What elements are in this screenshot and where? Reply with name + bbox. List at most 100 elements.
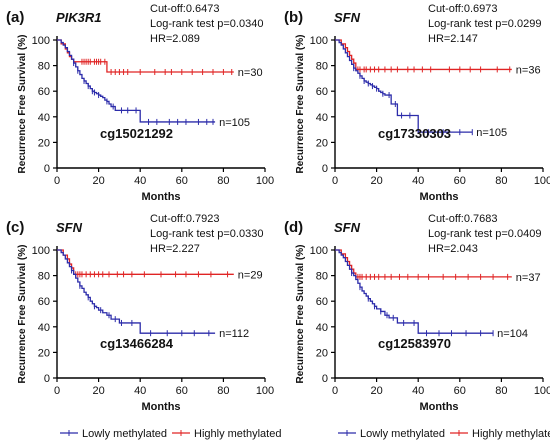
gene-name: SFN xyxy=(56,220,83,235)
y-tick-label: 80 xyxy=(38,271,50,283)
x-tick-label: 0 xyxy=(54,385,60,397)
gene-name: SFN xyxy=(334,10,361,25)
stat-line: Cut-off:0.7683 xyxy=(428,213,498,225)
stat-line: Log-rank test p=0.0409 xyxy=(428,228,541,240)
y-tick-label: 60 xyxy=(38,296,50,308)
km-curve-high xyxy=(335,249,512,278)
y-axis-title: Recurrence Free Survival (%) xyxy=(295,35,306,174)
panel-label: (a) xyxy=(6,9,24,26)
y-tick-label: 80 xyxy=(316,61,328,73)
stat-line: Log-rank test p=0.0299 xyxy=(428,18,541,30)
panel-label: (d) xyxy=(284,219,303,236)
stat-line: Cut-off:0.7923 xyxy=(150,213,220,225)
panel-label: (b) xyxy=(284,9,303,26)
x-tick-label: 80 xyxy=(217,385,229,397)
km-curve-high xyxy=(57,39,234,73)
y-axis-title: Recurrence Free Survival (%) xyxy=(17,245,28,384)
y-tick-label: 20 xyxy=(38,347,50,359)
y-tick-label: 100 xyxy=(310,245,328,257)
y-tick-label: 20 xyxy=(316,137,328,149)
y-tick-label: 40 xyxy=(316,322,328,334)
stat-line: HR=2.227 xyxy=(150,243,200,255)
x-tick-label: 40 xyxy=(412,385,424,397)
stat-line: Cut-off:0.6473 xyxy=(150,3,220,15)
x-tick-label: 60 xyxy=(454,385,466,397)
x-tick-label: 40 xyxy=(134,385,146,397)
stat-line: HR=2.147 xyxy=(428,33,478,45)
x-tick-label: 60 xyxy=(176,385,188,397)
y-axis-title: Recurrence Free Survival (%) xyxy=(17,35,28,174)
probe-id: cg13466284 xyxy=(100,336,174,351)
y-tick-label: 100 xyxy=(310,35,328,47)
y-tick-label: 20 xyxy=(38,137,50,149)
x-tick-label: 80 xyxy=(495,175,507,187)
y-tick-label: 80 xyxy=(38,61,50,73)
y-tick-label: 40 xyxy=(38,112,50,124)
x-tick-label: 20 xyxy=(370,175,382,187)
legend-label-high: Highly methylated xyxy=(472,428,550,440)
y-tick-label: 40 xyxy=(38,322,50,334)
km-curve-high xyxy=(335,39,512,71)
probe-id: cg15021292 xyxy=(100,126,173,141)
gene-name: SFN xyxy=(334,220,361,235)
km-curve-low xyxy=(57,249,216,334)
x-tick-label: 100 xyxy=(256,385,274,397)
y-tick-label: 0 xyxy=(44,373,50,385)
y-tick-label: 80 xyxy=(316,271,328,283)
x-tick-label: 80 xyxy=(495,385,507,397)
probe-id: cg17330303 xyxy=(378,126,451,141)
x-axis-title: Months xyxy=(141,191,180,203)
legend-label-low: Lowly methylated xyxy=(360,428,445,440)
legend-label-high: Highly methylated xyxy=(194,428,281,440)
x-tick-label: 0 xyxy=(54,175,60,187)
stat-line: Log-rank test p=0.0330 xyxy=(150,228,263,240)
y-tick-label: 40 xyxy=(316,112,328,124)
probe-id: cg12583970 xyxy=(378,336,451,351)
n-label-low: n=105 xyxy=(219,117,250,129)
panel-label: (c) xyxy=(6,219,24,236)
km-curve-low xyxy=(335,39,473,133)
n-label-high: n=37 xyxy=(516,272,541,284)
km-panel-2: (c) SFN Cut-off:0.7923 Log-rank test p=0.03… xyxy=(6,213,274,413)
legend-label-low: Lowly methylated xyxy=(82,428,167,440)
stat-line: Log-rank test p=0.0340 xyxy=(150,18,263,30)
stat-line: HR=2.089 xyxy=(150,33,200,45)
y-tick-label: 0 xyxy=(44,163,50,175)
legend-0: Lowly methylated Highly methylated xyxy=(60,428,281,440)
stat-line: HR=2.043 xyxy=(428,243,478,255)
y-tick-label: 100 xyxy=(32,245,50,257)
x-tick-label: 100 xyxy=(534,175,550,187)
x-tick-label: 60 xyxy=(176,175,188,187)
x-tick-label: 80 xyxy=(217,175,229,187)
km-panel-0: (a) PIK3R1 Cut-off:0.6473 Log-rank test p=0… xyxy=(6,3,274,203)
x-axis-title: Months xyxy=(419,401,458,413)
y-tick-label: 0 xyxy=(322,163,328,175)
km-panel-1: (b) SFN Cut-off:0.6973 Log-rank test p=0.02… xyxy=(284,3,550,203)
km-curve-low xyxy=(335,249,494,334)
x-tick-label: 0 xyxy=(332,385,338,397)
x-tick-label: 100 xyxy=(534,385,550,397)
n-label-low: n=112 xyxy=(219,328,249,340)
x-axis-title: Months xyxy=(141,401,180,413)
x-tick-label: 100 xyxy=(256,175,274,187)
x-tick-label: 20 xyxy=(370,385,382,397)
n-label-high: n=29 xyxy=(238,269,263,281)
x-axis-title: Months xyxy=(419,191,458,203)
y-tick-label: 60 xyxy=(38,86,50,98)
y-axis-title: Recurrence Free Survival (%) xyxy=(295,245,306,384)
x-tick-label: 20 xyxy=(92,175,104,187)
y-tick-label: 60 xyxy=(316,296,328,308)
x-tick-label: 60 xyxy=(454,175,466,187)
x-tick-label: 40 xyxy=(412,175,424,187)
stat-line: Cut-off:0.6973 xyxy=(428,3,498,15)
x-tick-label: 20 xyxy=(92,385,104,397)
x-tick-label: 0 xyxy=(332,175,338,187)
n-label-high: n=30 xyxy=(238,67,263,79)
gene-name: PIK3R1 xyxy=(56,10,102,25)
n-label-low: n=104 xyxy=(497,328,528,340)
n-label-low: n=105 xyxy=(476,127,507,139)
km-panel-3: (d) SFN Cut-off:0.7683 Log-rank test p=0.04… xyxy=(284,213,550,413)
y-tick-label: 60 xyxy=(316,86,328,98)
legend-1: Lowly methylated Highly methylated xyxy=(338,428,550,440)
